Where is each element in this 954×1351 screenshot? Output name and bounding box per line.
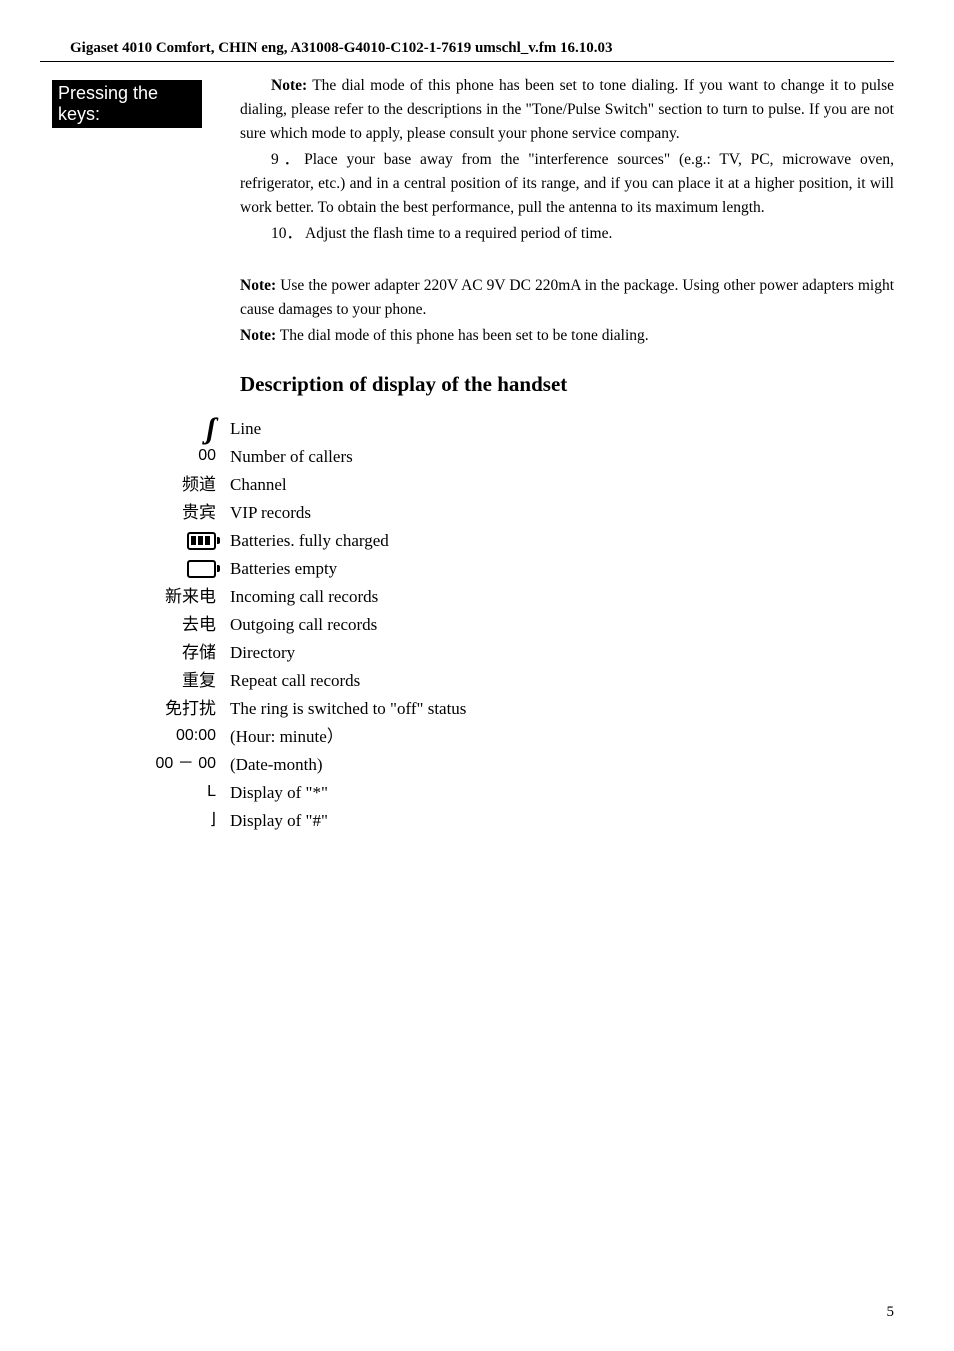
legend-row-batt-full: Batteries. fully charged	[40, 527, 894, 555]
line-icon: ʃ	[206, 419, 216, 439]
legend-label: VIP records	[230, 499, 311, 526]
page-number: 5	[887, 1304, 895, 1321]
legend-label: Incoming call records	[230, 583, 378, 610]
legend-label: Outgoing call records	[230, 611, 377, 638]
legend-row-dnd: 免打扰 The ring is switched to "off" status	[40, 695, 894, 723]
legend-row-vip: 贵宾 VIP records	[40, 499, 894, 527]
legend-label: (Date-month)	[230, 751, 323, 778]
legend-row-star: L Display of "*"	[40, 779, 894, 807]
legend-row-hourmin: 00:00 (Hour: minute）	[40, 723, 894, 751]
paragraph-10: 10． Adjust the flash time to a required …	[240, 222, 894, 246]
legend-row-callers: 00 Number of callers	[40, 443, 894, 471]
legend-label: Batteries. fully charged	[230, 527, 389, 554]
legend-row-line: ʃ Line	[40, 415, 894, 443]
battery-empty-icon	[187, 560, 216, 578]
legend-label: Display of "*"	[230, 779, 328, 806]
note-text-2: Use the power adapter 220V AC 9V DC 220m…	[240, 277, 894, 318]
datemonth-icon: 00 － 00	[156, 752, 217, 777]
legend-label: Directory	[230, 639, 295, 666]
star-icon: L	[207, 780, 216, 805]
legend-label: (Hour: minute）	[230, 723, 344, 750]
legend-label: Repeat call records	[230, 667, 360, 694]
legend-row-hash: ⌋ Display of "#"	[40, 807, 894, 835]
outgoing-icon: 去电	[182, 612, 216, 638]
header-rule	[40, 61, 894, 62]
repeat-icon: 重复	[182, 668, 216, 694]
hash-icon: ⌋	[210, 808, 216, 833]
page-header: Gigaset 4010 Comfort, CHIN eng, A31008-G…	[70, 40, 894, 57]
legend-row-incoming: 新来电 Incoming call records	[40, 583, 894, 611]
channel-icon: 频道	[182, 472, 216, 498]
legend-label: Display of "#"	[230, 807, 328, 834]
dnd-icon: 免打扰	[165, 696, 216, 722]
directory-icon: 存储	[182, 640, 216, 666]
note-bold-2: Note:	[240, 277, 276, 294]
paragraph-9: 9．Place your base away from the "interfe…	[240, 148, 894, 220]
legend-label: Line	[230, 415, 261, 442]
incoming-icon: 新来电	[165, 584, 216, 610]
note-text-3: The dial mode of this phone has been set…	[276, 327, 649, 344]
legend-label: Batteries empty	[230, 555, 337, 582]
legend-row-directory: 存储 Directory	[40, 639, 894, 667]
vip-icon: 贵宾	[182, 500, 216, 526]
legend-row-channel: 频道 Channel	[40, 471, 894, 499]
paragraph-note-dial: Note: The dial mode of this phone has be…	[240, 74, 894, 146]
legend-label: Channel	[230, 471, 287, 498]
note-bold: Note:	[271, 77, 307, 94]
hourmin-icon: 00:00	[176, 724, 216, 749]
legend-row-outgoing: 去电 Outgoing call records	[40, 611, 894, 639]
icon-legend-table: ʃ Line 00 Number of callers 频道 Channel 贵…	[40, 415, 894, 835]
battery-full-icon	[187, 532, 216, 550]
note-dial-2: Note: The dial mode of this phone has be…	[240, 324, 894, 348]
legend-label: Number of callers	[230, 443, 353, 470]
note-bold-3: Note:	[240, 327, 276, 344]
sidebar-label: Pressing the keys:	[52, 80, 202, 128]
section-heading: Description of display of the handset	[240, 368, 894, 401]
legend-row-datemonth: 00 － 00 (Date-month)	[40, 751, 894, 779]
legend-label: The ring is switched to "off" status	[230, 695, 466, 722]
note-text: The dial mode of this phone has been set…	[240, 77, 894, 142]
legend-row-repeat: 重复 Repeat call records	[40, 667, 894, 695]
legend-row-batt-empty: Batteries empty	[40, 555, 894, 583]
callers-icon: 00	[198, 444, 216, 469]
note-power: Note: Use the power adapter 220V AC 9V D…	[240, 274, 894, 322]
